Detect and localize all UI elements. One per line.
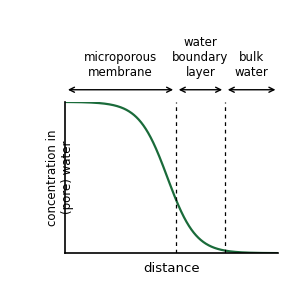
Y-axis label: concentration in
(pore) water: concentration in (pore) water	[46, 129, 74, 226]
Text: bulk
water: bulk water	[235, 51, 268, 79]
Text: water
boundary
layer: water boundary layer	[172, 36, 229, 79]
X-axis label: distance: distance	[143, 262, 200, 274]
Text: microporous
membrane: microporous membrane	[84, 51, 157, 79]
